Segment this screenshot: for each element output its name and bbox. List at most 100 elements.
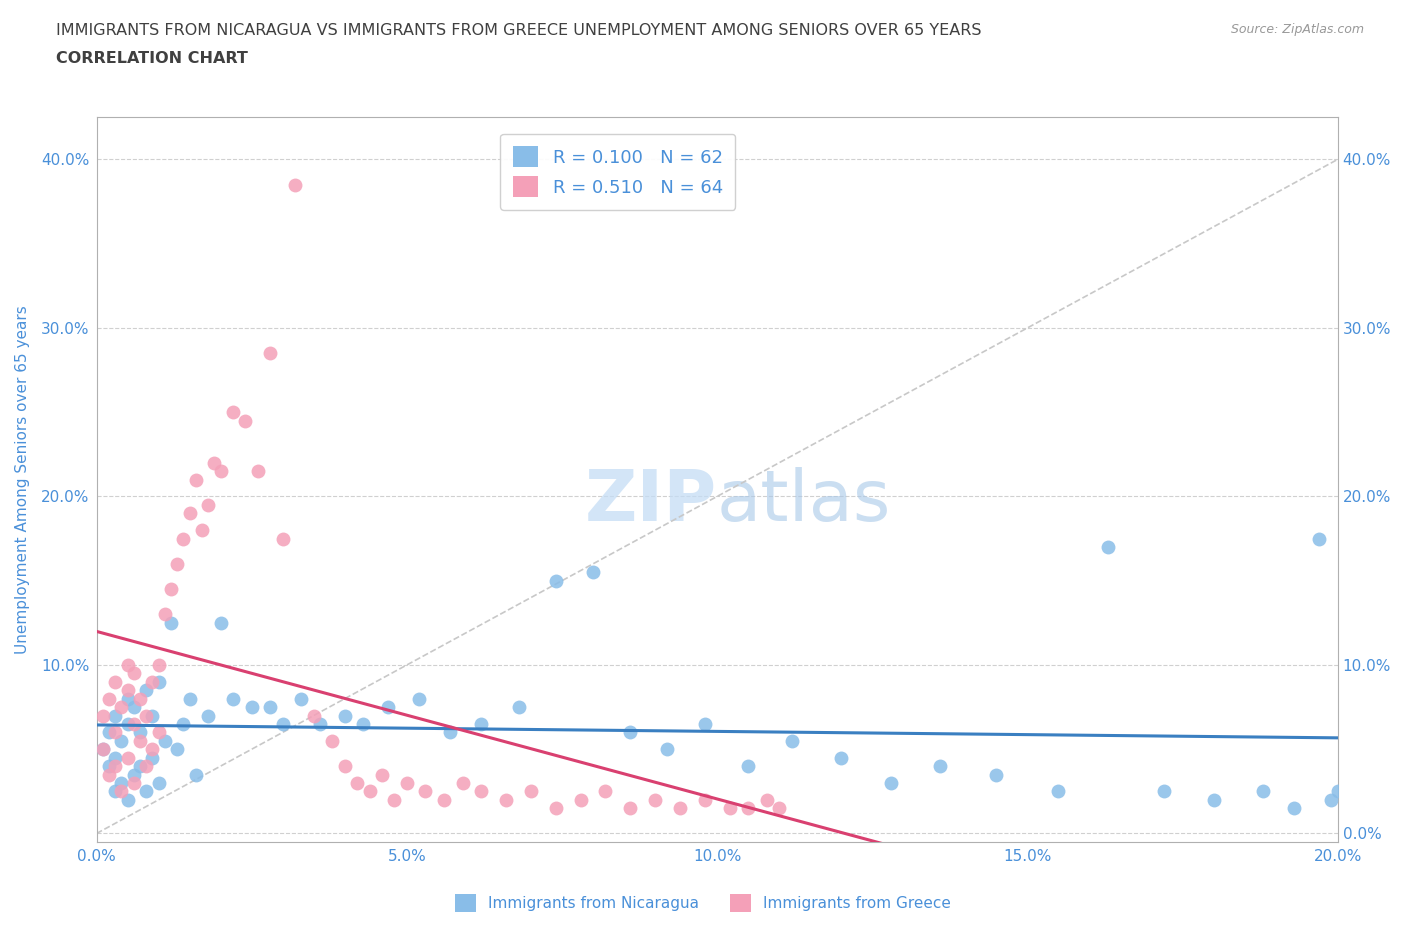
Point [544, 801, 567, 816]
Text: atlas: atlas [717, 467, 891, 536]
Point [172, 531, 194, 546]
Point [737, 759, 759, 774]
Point [197, 498, 219, 512]
Point [135, 683, 157, 698]
Point [148, 776, 170, 790]
Point [451, 776, 474, 790]
Point [104, 751, 127, 765]
Point [644, 792, 666, 807]
Point [117, 683, 139, 698]
Point [595, 784, 617, 799]
Point [141, 674, 163, 689]
Point [259, 346, 281, 361]
Point [122, 767, 145, 782]
Point [222, 405, 245, 419]
Y-axis label: Unemployment Among Seniors over 65 years: Unemployment Among Seniors over 65 years [15, 305, 30, 654]
Point [321, 734, 343, 749]
Point [98, 767, 121, 782]
Text: IMMIGRANTS FROM NICARAGUA VS IMMIGRANTS FROM GREECE UNEMPLOYMENT AMONG SENIORS O: IMMIGRANTS FROM NICARAGUA VS IMMIGRANTS … [56, 23, 981, 38]
Point [98, 724, 121, 739]
Point [110, 699, 132, 714]
Point [135, 708, 157, 723]
Point [141, 751, 163, 765]
Point [1326, 784, 1348, 799]
Point [160, 616, 183, 631]
Point [104, 674, 127, 689]
Point [1097, 539, 1119, 554]
Point [148, 658, 170, 672]
Point [117, 792, 139, 807]
Point [104, 784, 127, 799]
Point [1282, 801, 1305, 816]
Point [91, 742, 114, 757]
Point [166, 742, 188, 757]
Point [141, 742, 163, 757]
Point [1308, 531, 1330, 546]
Point [122, 666, 145, 681]
Point [122, 716, 145, 731]
Point [718, 801, 741, 816]
Point [309, 716, 332, 731]
Point [110, 776, 132, 790]
Point [209, 616, 232, 631]
Point [1153, 784, 1175, 799]
Point [929, 759, 952, 774]
Point [129, 691, 152, 706]
Point [135, 759, 157, 774]
Point [153, 734, 176, 749]
Point [191, 523, 214, 538]
Point [184, 767, 207, 782]
Point [986, 767, 1008, 782]
Point [384, 792, 406, 807]
Point [209, 464, 232, 479]
Point [91, 708, 114, 723]
Point [657, 742, 679, 757]
Point [780, 734, 803, 749]
Point [204, 456, 226, 471]
Point [1202, 792, 1225, 807]
Point [129, 759, 152, 774]
Point [333, 708, 356, 723]
Point [129, 724, 152, 739]
Point [160, 581, 183, 596]
Point [495, 792, 517, 807]
Point [1251, 784, 1274, 799]
Point [693, 716, 716, 731]
Point [104, 724, 127, 739]
Point [359, 784, 381, 799]
Point [271, 531, 294, 546]
Point [290, 691, 312, 706]
Legend: R = 0.100   N = 62, R = 0.510   N = 64: R = 0.100 N = 62, R = 0.510 N = 64 [501, 134, 735, 209]
Point [135, 784, 157, 799]
Point [117, 716, 139, 731]
Point [179, 691, 201, 706]
Point [235, 413, 257, 428]
Point [470, 716, 492, 731]
Point [377, 699, 399, 714]
Point [619, 724, 641, 739]
Point [117, 691, 139, 706]
Point [619, 801, 641, 816]
Point [179, 506, 201, 521]
Point [148, 674, 170, 689]
Point [544, 573, 567, 588]
Point [166, 556, 188, 571]
Point [222, 691, 245, 706]
Point [830, 751, 852, 765]
Point [470, 784, 492, 799]
Point [768, 801, 790, 816]
Point [395, 776, 418, 790]
Point [122, 776, 145, 790]
Point [122, 699, 145, 714]
Point [98, 759, 121, 774]
Point [153, 607, 176, 622]
Point [693, 792, 716, 807]
Legend: Immigrants from Nicaragua, Immigrants from Greece: Immigrants from Nicaragua, Immigrants fr… [449, 888, 957, 918]
Point [346, 776, 368, 790]
Text: ZIP: ZIP [585, 467, 717, 536]
Point [582, 565, 605, 579]
Text: CORRELATION CHART: CORRELATION CHART [56, 51, 247, 66]
Point [172, 716, 194, 731]
Point [240, 699, 263, 714]
Point [433, 792, 456, 807]
